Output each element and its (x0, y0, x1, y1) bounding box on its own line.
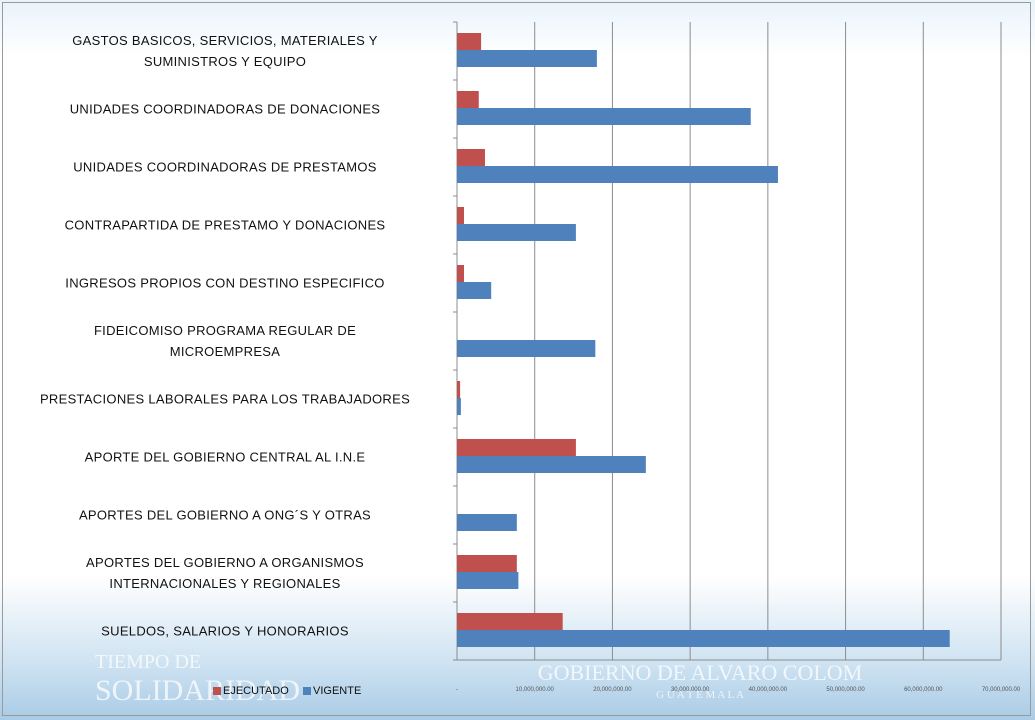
category-label: CONTRAPARTIDA DE PRESTAMO Y DONACIONES (64, 217, 386, 233)
bar (457, 572, 519, 589)
bar (457, 456, 646, 473)
bar (457, 50, 597, 67)
bar (457, 555, 517, 572)
legend-label: EJECUTADO (223, 685, 289, 697)
bar (457, 340, 596, 357)
bar (457, 265, 464, 282)
category-label: INGRESOS PROPIOS CON DESTINO ESPECIFICO (65, 275, 385, 291)
bar (457, 613, 563, 630)
bar (457, 149, 485, 166)
x-tick-label: - (456, 687, 458, 693)
category-label: PRESTACIONES LABORALES PARA LOS TRABAJAD… (39, 391, 411, 407)
x-tick-label: 50,000,000.00 (826, 687, 865, 693)
category-label: FIDEICOMISO PROGRAMA REGULAR DE MICROEMP… (93, 323, 357, 359)
watermark: SOLIDARIDAD (95, 674, 300, 707)
bar (457, 91, 479, 108)
category-label: UNIDADES COORDINADORAS DE DONACIONES (69, 101, 381, 117)
bar (457, 207, 464, 224)
bar (457, 398, 461, 415)
x-tick-label: 60,000,000.00 (904, 687, 943, 693)
category-label: APORTE DEL GOBIERNO CENTRAL AL I.N.E (84, 449, 366, 465)
category-label: GASTOS BASICOS, SERVICIOS, MATERIALES Y … (72, 33, 378, 69)
bar (457, 108, 751, 125)
legend-label: VIGENTE (313, 685, 361, 697)
bar (457, 439, 576, 456)
category-label: APORTES DEL GOBIERNO A ONG´S Y OTRAS (78, 507, 372, 523)
x-tick-label: 40,000,000.00 (749, 687, 788, 693)
x-tick-label: 20,000,000.00 (593, 687, 632, 693)
bar (457, 630, 950, 647)
bar (457, 33, 482, 50)
watermark: G U A T E M A L A (656, 689, 744, 701)
bar (457, 282, 492, 299)
x-tick-label: 10,000,000.00 (516, 687, 555, 693)
x-tick-label: 70,000,000.00 (982, 687, 1021, 693)
legend-swatch (303, 687, 311, 695)
watermark: TIEMPO DE (95, 651, 201, 673)
x-tick-label: 30,000,000.00 (671, 687, 710, 693)
watermark: GOBIERNO DE ALVARO COLOM (538, 660, 863, 685)
bar (457, 514, 517, 531)
bar (457, 224, 576, 241)
category-label: APORTES DEL GOBIERNO A ORGANISMOS INTERN… (86, 555, 364, 591)
bar (457, 381, 461, 398)
category-label: UNIDADES COORDINADORAS DE PRESTAMOS (73, 159, 377, 175)
legend-swatch (213, 687, 221, 695)
category-label: SUELDOS, SALARIOS Y HONORARIOS (101, 623, 349, 639)
bar (457, 166, 778, 183)
